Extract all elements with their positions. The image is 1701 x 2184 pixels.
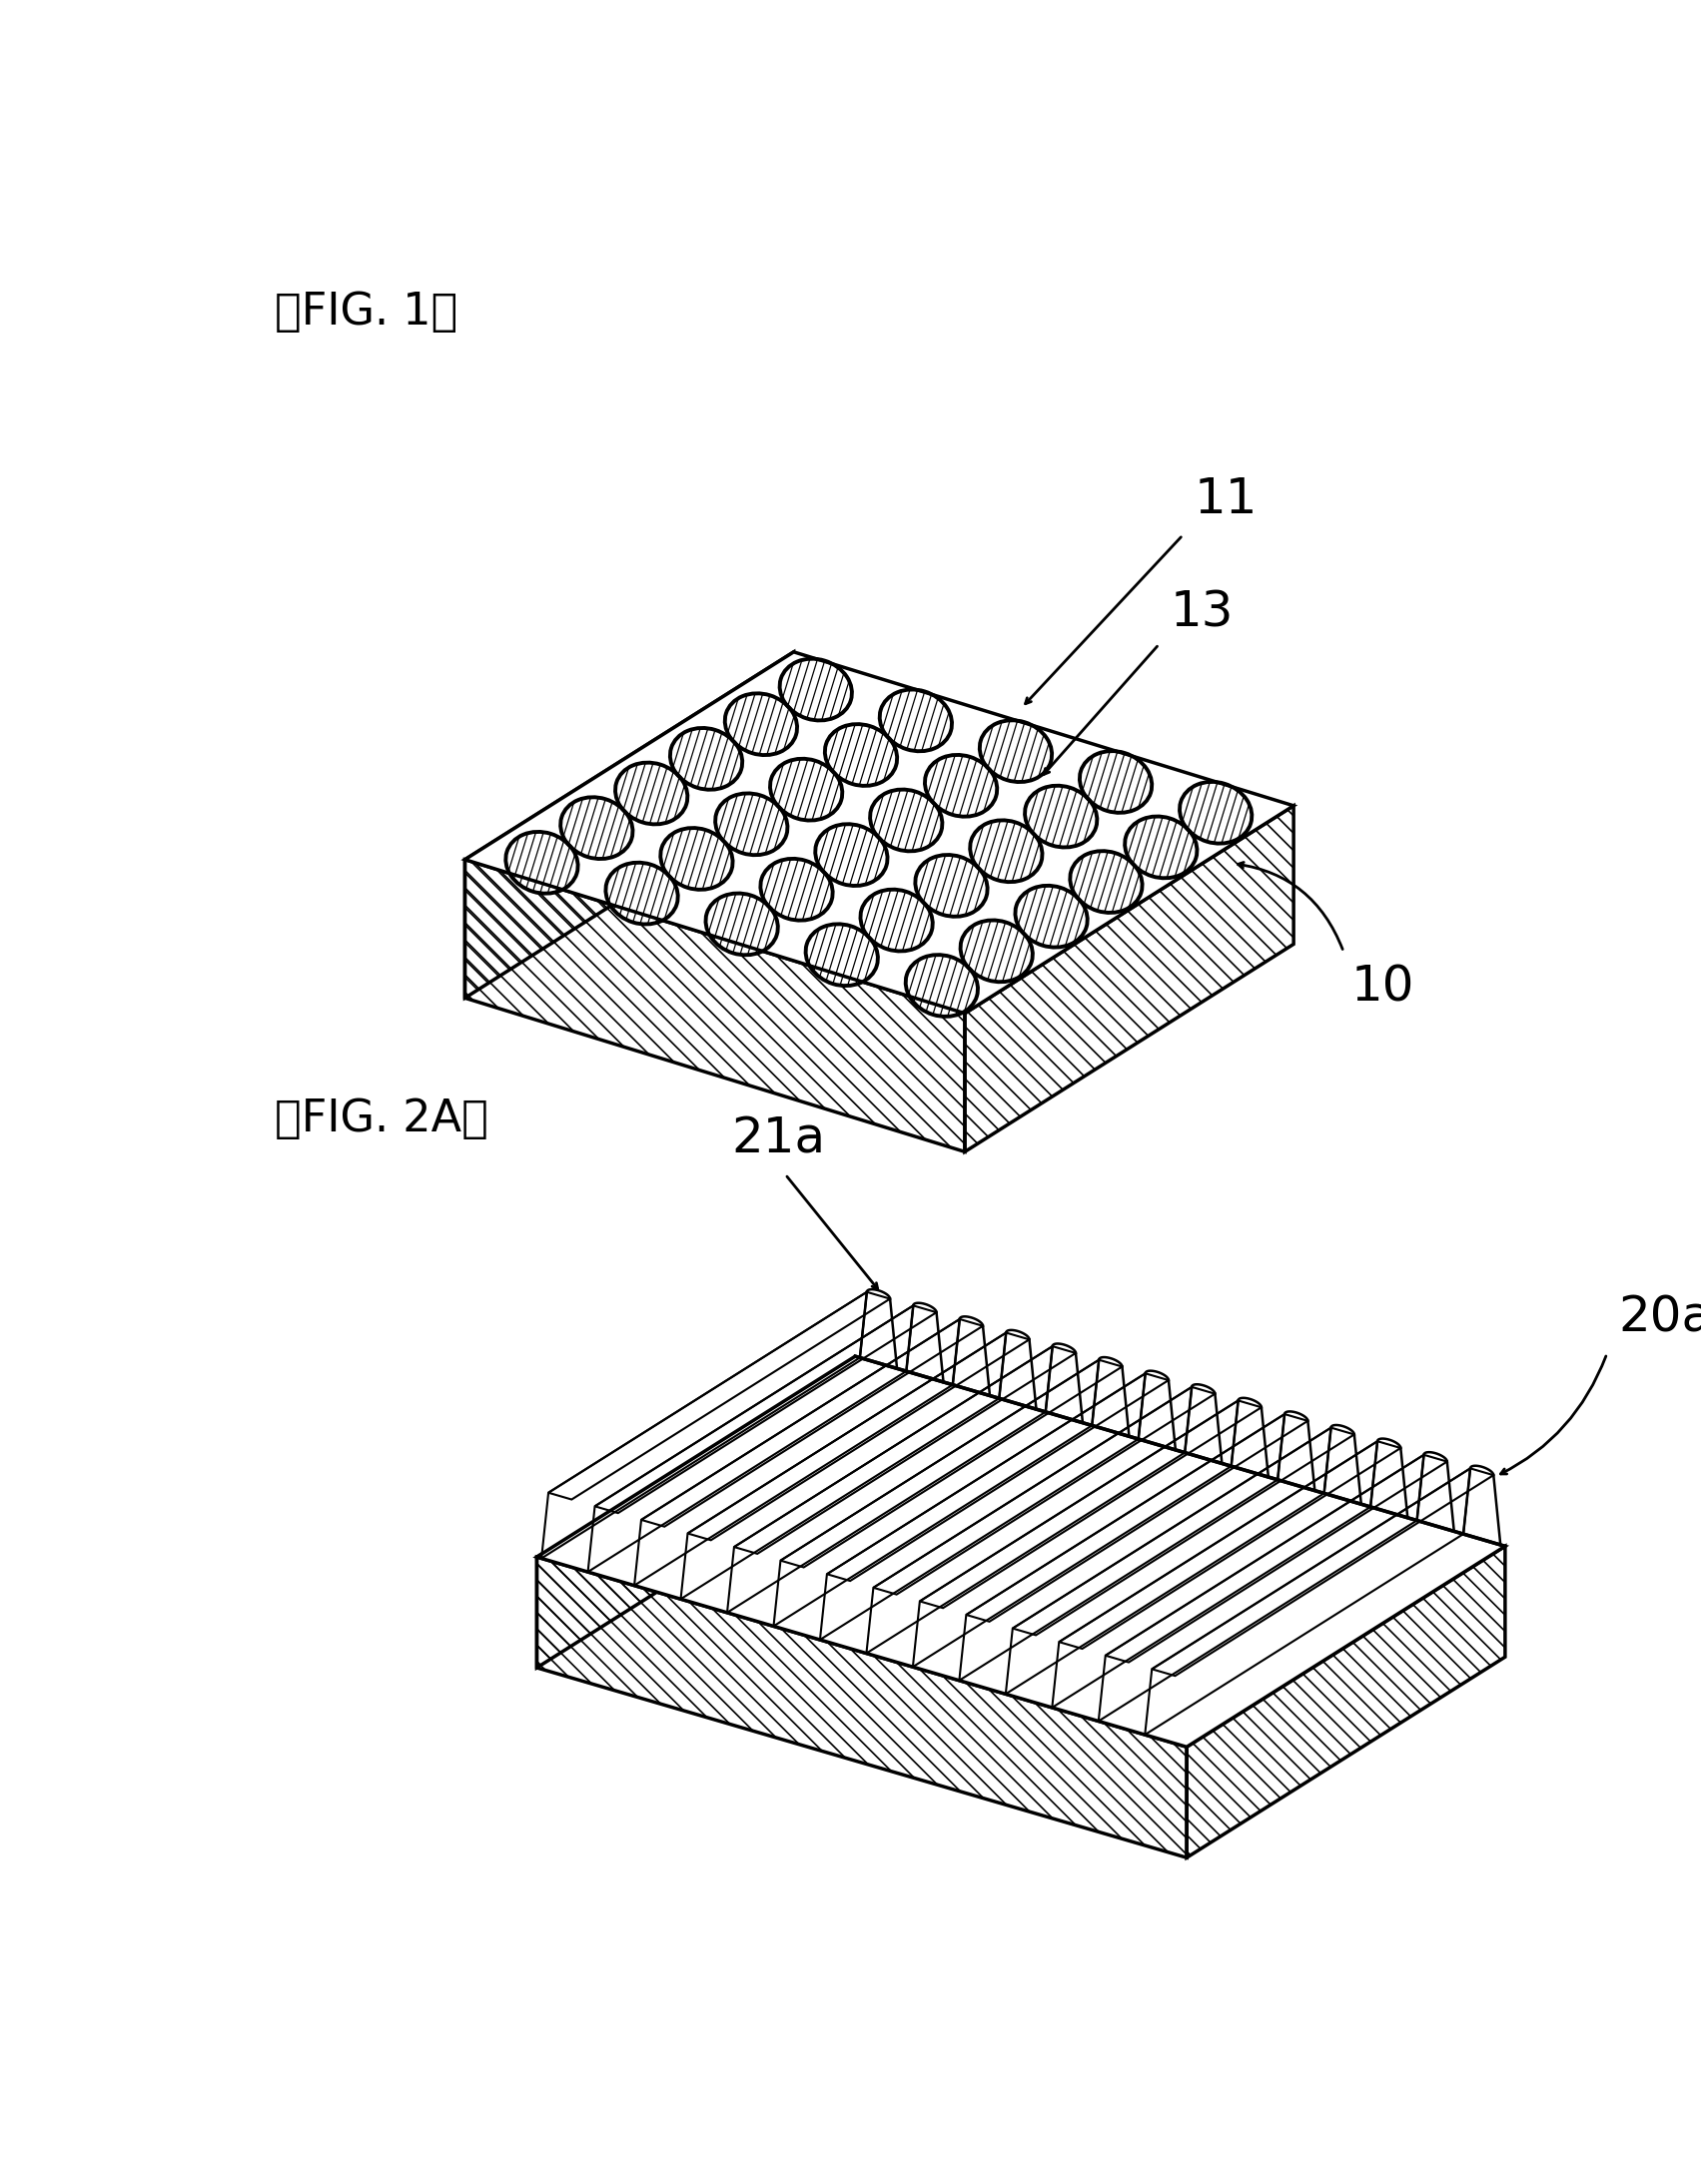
Ellipse shape — [861, 889, 932, 952]
Ellipse shape — [606, 863, 679, 924]
Polygon shape — [827, 1374, 1169, 1581]
Polygon shape — [538, 1557, 1187, 1859]
Polygon shape — [913, 1400, 1238, 1666]
Polygon shape — [548, 1293, 890, 1500]
Polygon shape — [641, 1319, 983, 1527]
Ellipse shape — [725, 692, 798, 756]
Polygon shape — [920, 1400, 1262, 1607]
Polygon shape — [595, 1306, 937, 1514]
Text: 【FIG. 1】: 【FIG. 1】 — [274, 290, 458, 334]
Polygon shape — [1053, 1441, 1378, 1708]
Ellipse shape — [905, 954, 978, 1016]
Ellipse shape — [670, 727, 742, 791]
Ellipse shape — [771, 758, 842, 821]
Polygon shape — [1060, 1441, 1400, 1649]
Polygon shape — [873, 1387, 1215, 1594]
Polygon shape — [680, 1332, 1005, 1599]
Polygon shape — [726, 1345, 1053, 1612]
Polygon shape — [820, 1374, 1145, 1640]
Ellipse shape — [779, 660, 852, 721]
Polygon shape — [866, 1387, 1192, 1653]
Ellipse shape — [970, 821, 1043, 882]
Polygon shape — [589, 1306, 913, 1572]
Ellipse shape — [825, 725, 896, 786]
Polygon shape — [774, 1361, 1099, 1627]
Ellipse shape — [706, 893, 777, 954]
Ellipse shape — [561, 797, 633, 858]
Polygon shape — [538, 1356, 1505, 1747]
Ellipse shape — [806, 924, 878, 985]
Text: 11: 11 — [1194, 476, 1257, 524]
Ellipse shape — [1179, 782, 1252, 843]
Text: 【FIG. 2A】: 【FIG. 2A】 — [274, 1099, 488, 1140]
Polygon shape — [1012, 1428, 1354, 1636]
Text: 13: 13 — [1170, 590, 1233, 636]
Polygon shape — [687, 1332, 1029, 1540]
Ellipse shape — [915, 854, 988, 917]
Polygon shape — [781, 1361, 1123, 1568]
Ellipse shape — [980, 721, 1051, 782]
Polygon shape — [464, 653, 794, 998]
Ellipse shape — [1124, 817, 1198, 878]
Polygon shape — [1099, 1455, 1424, 1721]
Ellipse shape — [616, 762, 687, 823]
Polygon shape — [538, 1356, 856, 1669]
Polygon shape — [959, 1413, 1284, 1679]
Ellipse shape — [716, 793, 788, 854]
Polygon shape — [964, 806, 1294, 1151]
Text: 21a: 21a — [731, 1114, 825, 1162]
Ellipse shape — [660, 828, 733, 889]
Polygon shape — [1106, 1455, 1448, 1662]
Polygon shape — [1145, 1468, 1470, 1734]
Ellipse shape — [961, 919, 1033, 983]
Ellipse shape — [879, 690, 953, 751]
Ellipse shape — [760, 858, 833, 919]
Text: 20a: 20a — [1618, 1295, 1701, 1341]
Polygon shape — [1152, 1468, 1493, 1675]
Polygon shape — [1005, 1428, 1332, 1695]
Ellipse shape — [871, 788, 942, 852]
Ellipse shape — [1080, 751, 1152, 812]
Polygon shape — [541, 1293, 868, 1559]
Polygon shape — [464, 653, 1294, 1013]
Polygon shape — [1187, 1546, 1505, 1859]
Ellipse shape — [815, 823, 888, 887]
Polygon shape — [735, 1345, 1075, 1553]
Ellipse shape — [925, 756, 997, 817]
Polygon shape — [966, 1413, 1308, 1621]
Polygon shape — [634, 1319, 959, 1586]
Polygon shape — [464, 860, 964, 1151]
Ellipse shape — [1070, 852, 1143, 913]
Ellipse shape — [1026, 786, 1097, 847]
Ellipse shape — [1015, 885, 1087, 948]
Ellipse shape — [505, 832, 578, 893]
Text: 10: 10 — [1351, 963, 1415, 1011]
